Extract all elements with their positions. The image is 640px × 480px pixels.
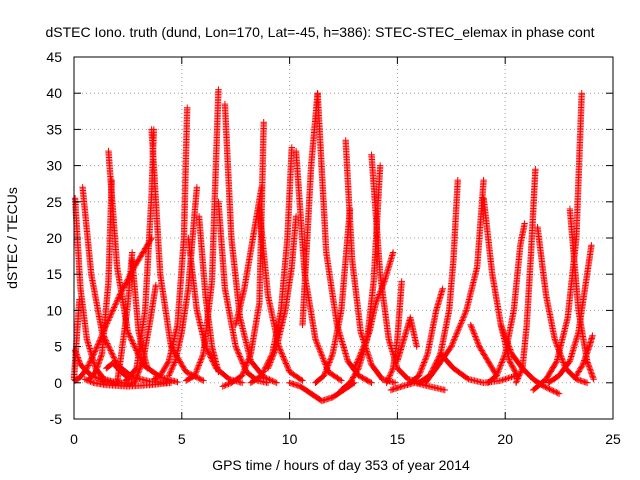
data-series-13: [129, 256, 151, 372]
data-series-40: [415, 176, 461, 386]
x-tick-label: 20: [497, 431, 513, 447]
data-series-20: [215, 198, 272, 386]
data-series-38: [394, 314, 420, 365]
series-markers: [512, 166, 539, 386]
series-markers: [422, 176, 487, 386]
data-series-35: [368, 151, 425, 386]
y-tick-label: 25: [46, 194, 62, 210]
x-tick-label: 0: [70, 431, 78, 447]
series-markers: [256, 205, 306, 384]
series-markers: [299, 90, 321, 329]
data-series-45: [484, 220, 528, 386]
data-series-29: [299, 90, 321, 329]
data-series-14: [148, 126, 207, 384]
series-markers: [573, 332, 596, 379]
data-series-43: [467, 321, 500, 379]
series-markers: [81, 376, 175, 390]
data-series-39: [407, 285, 446, 386]
x-tick-label: 5: [178, 431, 186, 447]
series-markers: [105, 147, 181, 386]
data-series-26: [264, 213, 300, 372]
y-tick-label: 30: [46, 158, 62, 174]
y-tick-label: 35: [46, 121, 62, 137]
x-tick-label: 10: [282, 431, 298, 447]
series-markers: [484, 220, 528, 386]
data-series-10: [113, 249, 136, 386]
x-tick-label: 25: [605, 431, 621, 447]
data-series-44: [480, 195, 522, 381]
x-tick-label: 15: [390, 431, 406, 447]
series-markers: [215, 198, 272, 386]
series-markers: [534, 223, 591, 386]
y-tick-label: 10: [46, 302, 62, 318]
data-series-41: [422, 176, 487, 386]
y-tick-label: 20: [46, 230, 62, 246]
y-tick-label: -5: [50, 411, 63, 427]
series-markers: [113, 249, 136, 386]
data-series-19: [195, 213, 222, 376]
series-markers: [394, 314, 420, 365]
y-tick-label: 5: [54, 339, 62, 355]
series-markers: [148, 126, 207, 384]
data-series-25: [247, 144, 295, 386]
y-tick-label: 45: [46, 49, 62, 65]
y-tick-label: 40: [46, 85, 62, 101]
series-markers: [415, 176, 461, 386]
x-axis-label: GPS time / hours of day 353 of year 2014: [212, 457, 470, 473]
series-markers: [383, 278, 405, 386]
data-series-48: [534, 223, 591, 386]
axes: 0 5 10 15 20 25 -5 0 5 10 15 20 25 30 35 40 45: [46, 49, 621, 447]
data-series-15: [150, 104, 191, 383]
chart-title: dSTEC Iono. truth (dund, Lon=170, Lat=-4…: [45, 24, 594, 40]
series-markers: [368, 151, 425, 386]
series-markers: [247, 144, 295, 386]
y-tick-label: 15: [46, 266, 62, 282]
y-axis-label: dSTEC / TECUs: [4, 187, 20, 289]
series-markers: [129, 256, 151, 372]
data-series-36: [383, 278, 405, 386]
series-markers: [566, 205, 597, 383]
data-series-46: [512, 166, 539, 386]
series-markers: [195, 213, 222, 376]
series-markers: [264, 213, 300, 372]
series-markers: [150, 104, 191, 383]
data-series-52: [573, 332, 596, 379]
series-markers: [480, 195, 522, 381]
data-series-6: [81, 376, 175, 390]
series-markers: [467, 321, 500, 379]
data-series-23: [232, 184, 265, 329]
y-tick-label: 0: [54, 375, 62, 391]
data-series-51: [566, 205, 597, 383]
data-series-24: [256, 205, 306, 384]
series-markers: [407, 285, 446, 386]
data-series-8: [105, 147, 181, 386]
series-markers: [232, 184, 265, 329]
data-series: [70, 86, 597, 405]
